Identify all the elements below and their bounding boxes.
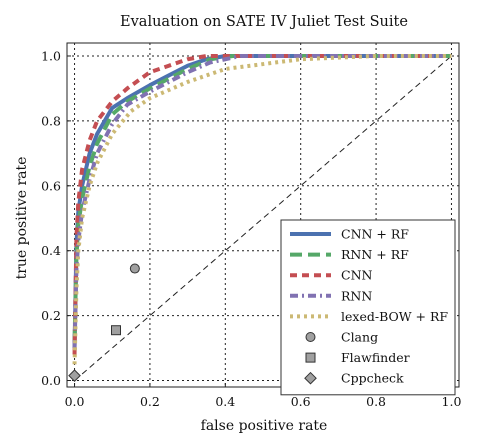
x-tick-label: 1.0 [442,394,462,409]
roc-series [72,53,452,365]
x-tick-label: 0.6 [291,394,311,409]
x-tick-label: 0.4 [215,394,235,409]
tool-markers [68,263,140,382]
series-line-rnn-rf [72,53,452,342]
y-tick-label: 0.0 [41,373,61,388]
legend-swatch-cppcheck [304,371,317,385]
marker-clang [129,263,140,274]
legend-label-clang: Clang [341,330,378,345]
legend-label-cnn: CNN [341,268,373,283]
legend-box [280,219,456,396]
reference-diagonal [74,55,452,381]
y-tick-label: 0.6 [41,178,61,193]
x-axis-label: false positive rate [201,418,328,434]
y-tick-label: 0.8 [41,113,61,128]
plot-frame [66,42,460,388]
legend-label-rnn-rf: RNN + RF [341,247,409,262]
legend-label-cppcheck: Cppcheck [341,371,404,386]
y-tick-label: 0.2 [41,308,61,323]
legend-swatch-clang [305,332,316,342]
x-tick-label: 0.2 [140,394,160,409]
reference-diagonal-line [74,55,452,381]
marker-cppcheck [68,369,81,382]
legend-label-cnn-rf: CNN + RF [341,227,409,242]
legend-label-lexed-bow-rf: lexed-BOW + RF [341,309,448,324]
legend-label-rnn: RNN [341,288,372,303]
x-tick-label: 0.8 [366,394,386,409]
y-tick-label: 0.4 [41,243,61,258]
legend: CNN + RF RNN + RF CNN RNN lexed-BOW + RF Clan… [280,219,456,396]
x-tick-label: 0.0 [65,394,85,409]
marker-flawfinder [111,325,121,336]
series-line-cnn [72,53,452,355]
y-axis-label: true positive rate [14,157,30,280]
legend-swatch-flawfinder [305,352,316,363]
axis-ticks: 0.0 0.2 0.4 0.6 0.8 1.0 0.0 0.2 0.4 0.6 0.8 1.0 [41,48,461,409]
chart-title: Evaluation on SATE IV Juliet Test Suite [120,14,408,30]
legend-label-flawfinder: Flawfinder [341,350,410,365]
series-line-lexed-bow-rf [72,53,452,365]
y-tick-label: 1.0 [41,48,61,63]
